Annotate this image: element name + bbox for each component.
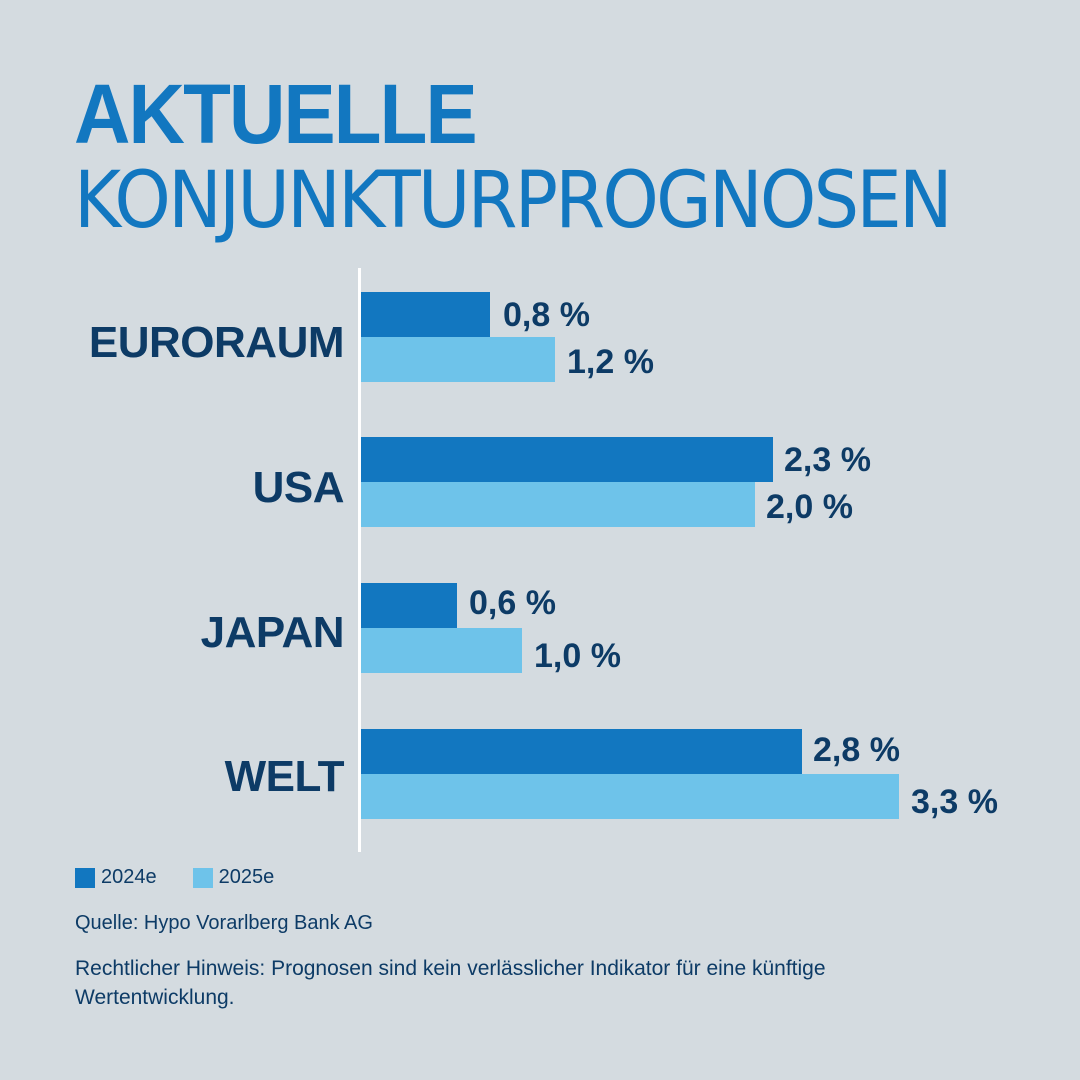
legend-item-2025e: 2025e: [192, 866, 275, 889]
bar-usa-2025e: [361, 482, 755, 527]
bar-welt-2024e: [361, 729, 802, 774]
value-welt-2025e: 3,3 %: [911, 783, 998, 821]
category-label-euroraum: EURORAUM: [88, 318, 345, 367]
source-text: Quelle: Hypo Vorarlberg Bank AG: [75, 912, 373, 934]
value-euroraum-2024e: 0,8 %: [503, 296, 590, 334]
bar-japan-2025e: [361, 628, 522, 673]
value-japan-2025e: 1,0 %: [534, 637, 621, 675]
title-line-2: KONJUNKTURPROGNOSEN: [74, 156, 953, 246]
bar-japan-2024e: [361, 583, 457, 628]
category-label-japan: JAPAN: [200, 608, 345, 657]
value-usa-2025e: 2,0 %: [766, 488, 853, 526]
value-usa-2024e: 2,3 %: [784, 441, 871, 479]
title-line-1: AKTUELLE: [74, 67, 478, 161]
value-euroraum-2025e: 1,2 %: [567, 343, 654, 381]
chart-legend: 2024e 2025e: [75, 866, 310, 889]
legend-label-2024e: 2024e: [101, 866, 157, 888]
legend-swatch-2025e: [192, 867, 213, 888]
legal-note: Rechtlicher Hinweis: Prognosen sind kein…: [75, 957, 826, 1009]
bar-welt-2025e: [361, 774, 899, 819]
value-welt-2024e: 2,8 %: [813, 731, 900, 769]
category-label-welt: WELT: [224, 752, 345, 801]
value-japan-2024e: 0,6 %: [469, 584, 556, 622]
category-label-usa: USA: [252, 463, 345, 512]
legend-label-2025e: 2025e: [218, 866, 275, 888]
bar-usa-2024e: [361, 437, 773, 482]
legend-item-2024e: 2024e: [75, 866, 157, 889]
bar-euroraum-2025e: [361, 337, 555, 382]
bar-euroraum-2024e: [361, 292, 490, 337]
legend-swatch-2024e: [75, 867, 95, 888]
chart-axis: [358, 268, 361, 852]
